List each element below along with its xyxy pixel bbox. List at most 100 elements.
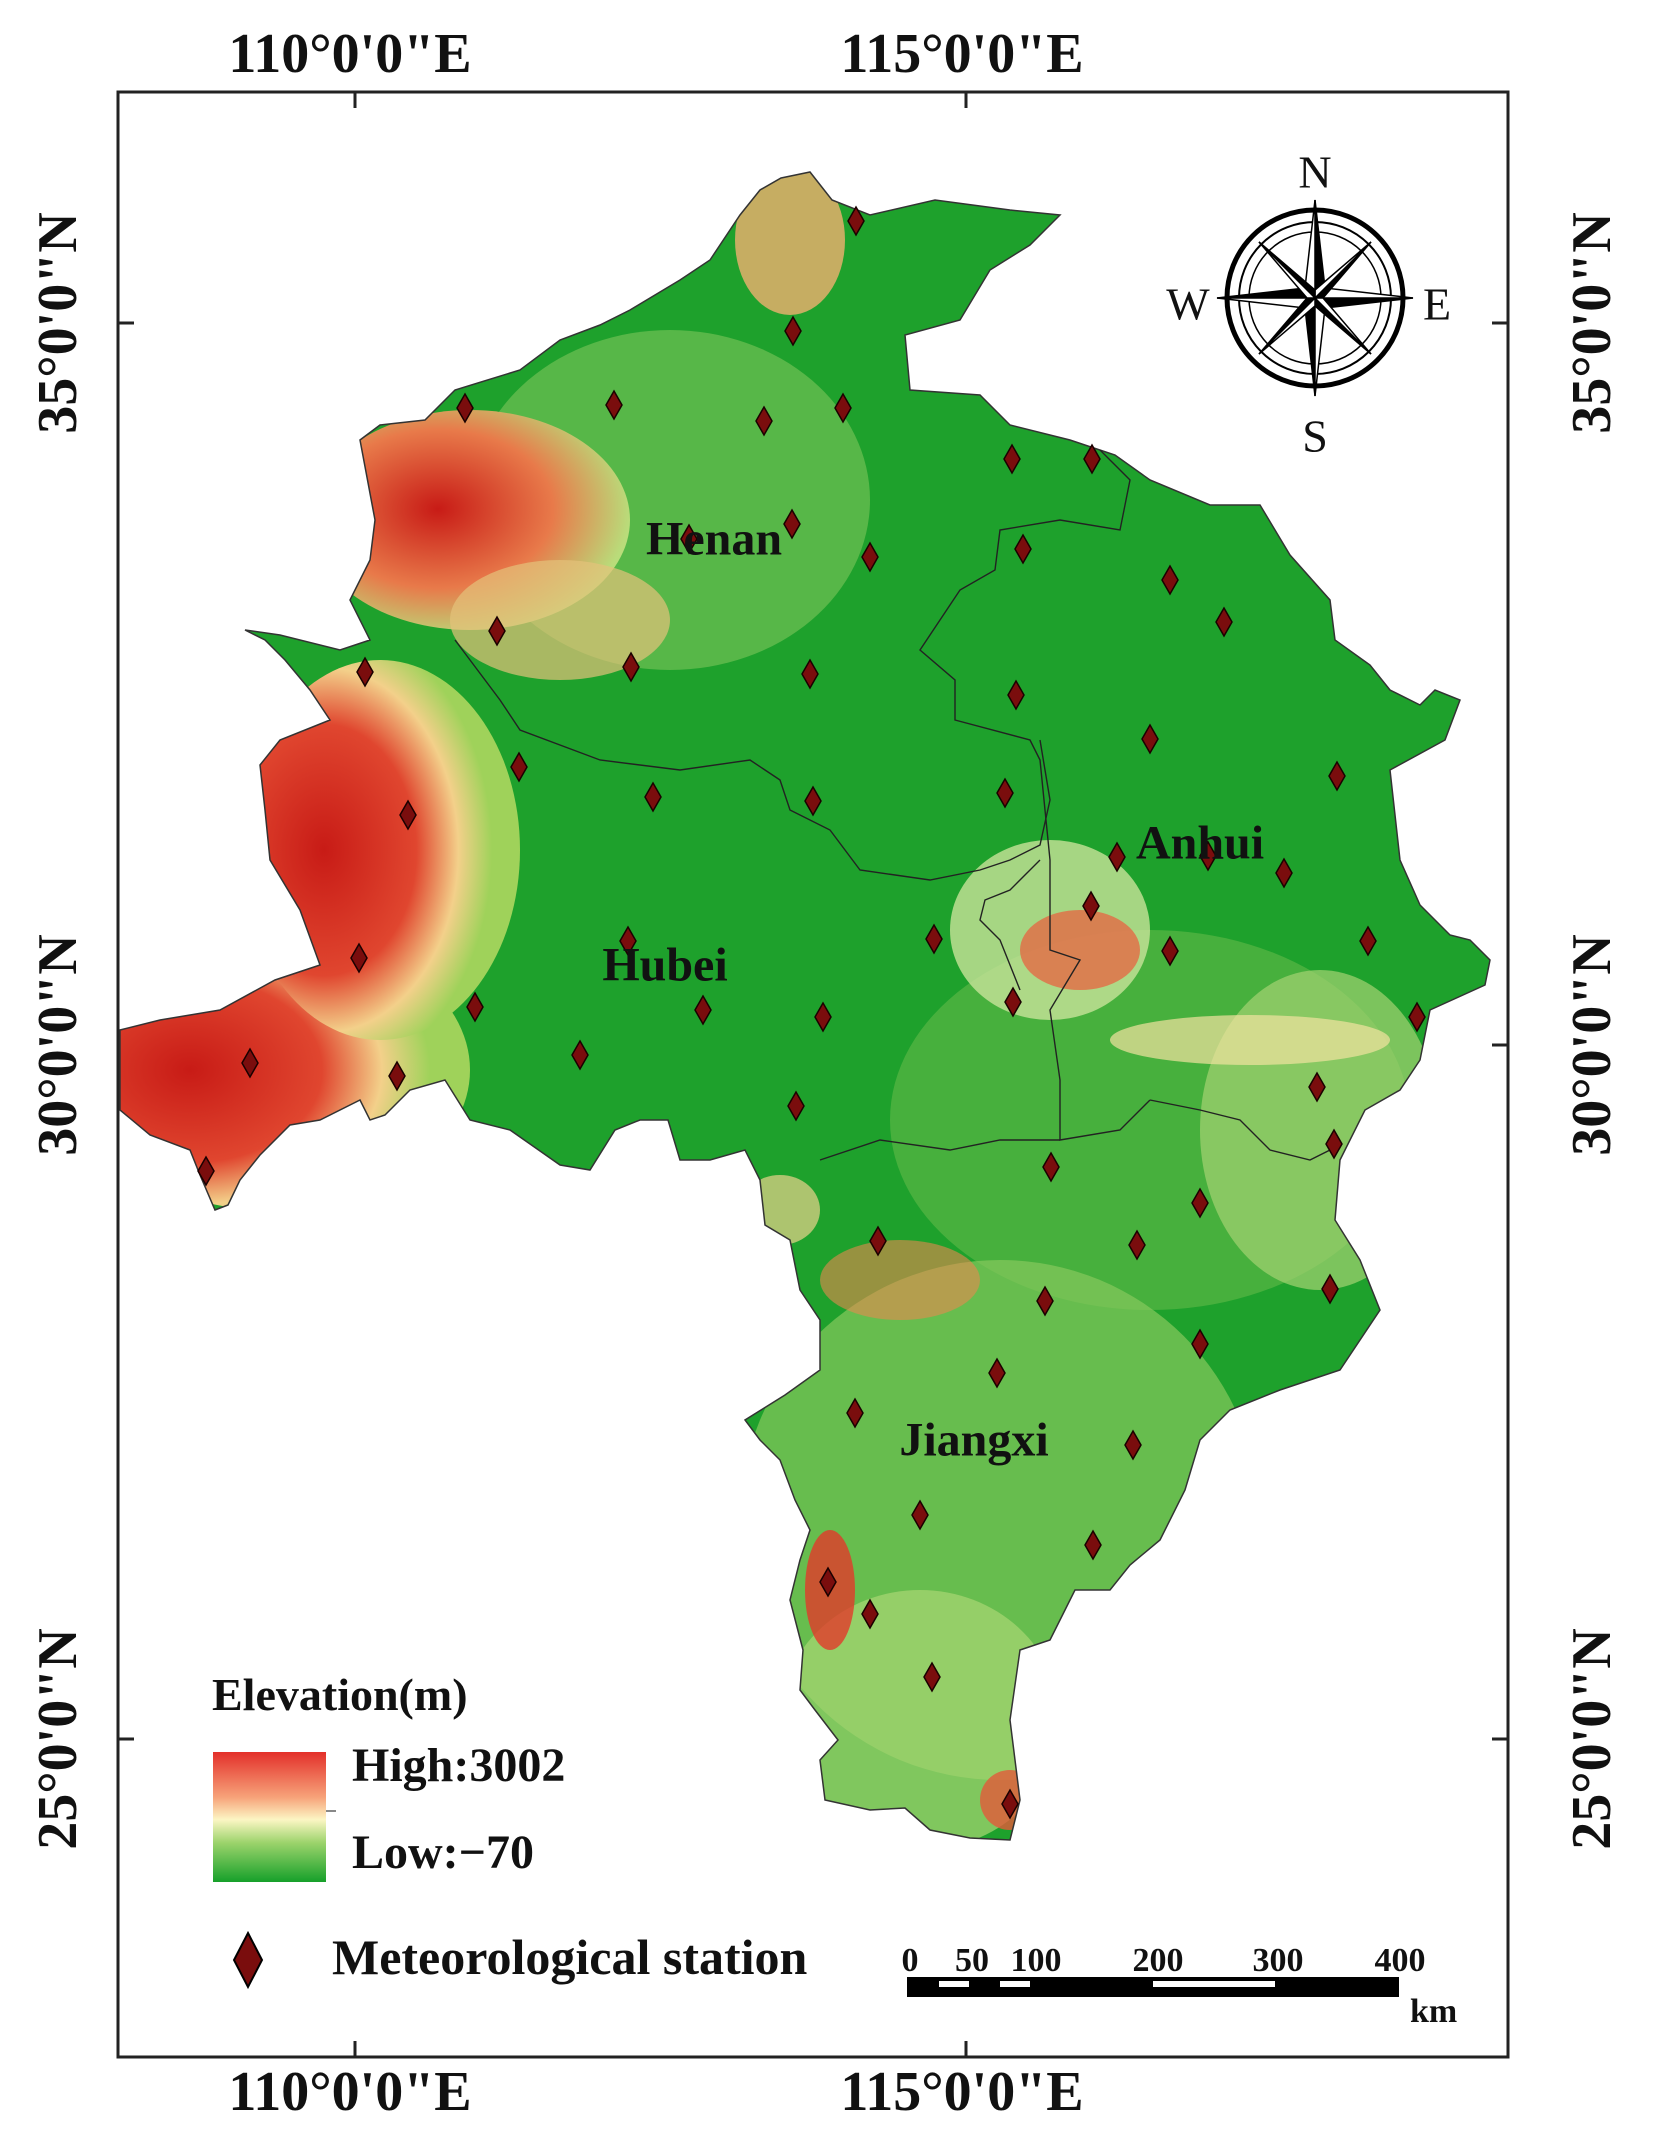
station-marker (923, 1661, 941, 1693)
station-marker (605, 389, 623, 421)
compass-rose (1216, 199, 1414, 397)
province-label-hubei: Hubei (602, 938, 728, 992)
province-label-henan: Henan (645, 512, 783, 566)
longitude-label-110-bottom: 110°0'0"E (228, 2061, 472, 2123)
station-marker (1359, 925, 1377, 957)
legend-high-value: High:3002 (352, 1739, 566, 1792)
province-label-jiangxi: Jiangxi (899, 1413, 1049, 1467)
station-marker (1014, 533, 1032, 565)
station-marker (1083, 443, 1101, 475)
station-marker (1108, 841, 1126, 873)
longitude-label-115-bottom: 115°0'0"E (840, 2061, 1084, 2123)
scale-tick-50: 50 (955, 1942, 989, 1979)
station-marker (1199, 840, 1217, 872)
station-marker (1191, 1187, 1209, 1219)
compass-west-letter: W (1166, 278, 1210, 330)
elevation-ramp (213, 1752, 326, 1882)
station-marker (1328, 760, 1346, 792)
scale-tick-100: 100 (1010, 1942, 1062, 1979)
scale-tick-400: 400 (1374, 1942, 1426, 1979)
station-marker (925, 923, 943, 955)
legend-title: Elevation(m) (212, 1669, 468, 1720)
station-marker (1308, 1071, 1326, 1103)
scale-tick-200: 200 (1132, 1942, 1184, 1979)
station-marker (1191, 1328, 1209, 1360)
compass-south-letter: S (1302, 410, 1328, 462)
compass-north-letter: N (1298, 146, 1332, 198)
station-marker (846, 1397, 864, 1429)
station-marker (1007, 679, 1025, 711)
scale-tick-0: 0 (901, 1942, 919, 1979)
legend-low-value: Low:−70 (352, 1826, 535, 1879)
latitude-label-30-right: 30°0'0"N (1561, 934, 1623, 1156)
region-outline (119, 171, 1491, 1841)
scale-unit: km (1410, 1993, 1458, 2030)
longitude-label-115-top: 115°0'0"E (840, 23, 1084, 85)
station-marker (241, 1047, 259, 1079)
station-marker (1128, 1229, 1146, 1261)
station-marker (571, 1039, 589, 1071)
station-marker (1215, 606, 1233, 638)
latitude-label-30-left: 30°0'0"N (27, 934, 89, 1156)
station-marker (399, 799, 417, 831)
station-marker (819, 1566, 837, 1598)
latitude-label-35-left: 35°0'0"N (27, 212, 89, 434)
station-marker (787, 1090, 805, 1122)
station-marker (644, 781, 662, 813)
station-marker (1325, 1128, 1343, 1160)
station-marker (622, 651, 640, 683)
station-marker (834, 392, 852, 424)
station-marker (783, 508, 801, 540)
station-marker (755, 405, 773, 437)
station-marker (1408, 1001, 1426, 1033)
station-marker (197, 1155, 215, 1187)
station-marker (680, 523, 698, 555)
latitude-label-35-right: 35°0'0"N (1561, 212, 1623, 434)
station-marker (801, 658, 819, 690)
station-marker (784, 315, 802, 347)
station-marker (356, 656, 374, 688)
station-marker (488, 615, 506, 647)
scale-tick-300: 300 (1252, 1942, 1304, 1979)
station-marker (1124, 1429, 1142, 1461)
station-marker (350, 942, 368, 974)
station-marker (466, 991, 484, 1023)
station-marker (861, 1598, 879, 1630)
station-marker (1321, 1273, 1339, 1305)
station-marker (804, 785, 822, 817)
station-marker (1003, 443, 1021, 475)
station-marker (619, 925, 637, 957)
station-marker (847, 205, 865, 237)
station-marker (996, 777, 1014, 809)
station-marker (869, 1225, 887, 1257)
latitude-label-25-left: 25°0'0"N (27, 1628, 89, 1850)
longitude-label-110-top: 110°0'0"E (228, 23, 472, 85)
station-marker (1084, 1529, 1102, 1561)
province-boundaries (454, 449, 1331, 1161)
station-marker (694, 994, 712, 1026)
compass-east-letter: E (1422, 278, 1452, 330)
station-marker (1275, 857, 1293, 889)
meteorological-stations (197, 205, 1426, 1820)
station-marker (988, 1357, 1006, 1389)
station-marker (861, 541, 879, 573)
scale-bar (907, 1977, 1399, 1997)
station-marker (814, 1001, 832, 1033)
station-marker (388, 1060, 406, 1092)
legend-station-marker (232, 1930, 264, 1990)
station-marker (1042, 1151, 1060, 1183)
station-marker (1082, 890, 1100, 922)
station-marker (456, 392, 474, 424)
latitude-label-25-right: 25°0'0"N (1561, 1628, 1623, 1850)
legend-station-label: Meteorological station (332, 1929, 808, 1985)
station-marker (1001, 1788, 1019, 1820)
station-marker (1004, 986, 1022, 1018)
station-marker (1161, 935, 1179, 967)
province-label-anhui: Anhui (1135, 816, 1265, 870)
station-marker (1036, 1285, 1054, 1317)
station-marker (510, 751, 528, 783)
station-marker (1161, 564, 1179, 596)
station-marker (911, 1499, 929, 1531)
station-marker (1141, 723, 1159, 755)
